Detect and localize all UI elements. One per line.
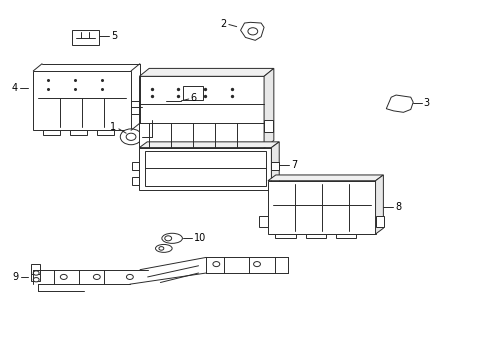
- Bar: [267, 181, 375, 234]
- Circle shape: [212, 262, 219, 267]
- Text: 6: 6: [190, 93, 197, 103]
- Bar: [131, 177, 139, 185]
- Text: 10: 10: [193, 233, 205, 243]
- Bar: [131, 162, 139, 170]
- Circle shape: [33, 278, 39, 282]
- Bar: [375, 216, 384, 227]
- Ellipse shape: [142, 97, 166, 105]
- Text: 9: 9: [12, 272, 19, 282]
- Polygon shape: [139, 68, 273, 76]
- Circle shape: [247, 28, 257, 35]
- Text: 7: 7: [290, 159, 297, 170]
- Text: 4: 4: [11, 82, 18, 93]
- Bar: [259, 216, 267, 227]
- Bar: [31, 271, 40, 281]
- Polygon shape: [240, 22, 264, 40]
- Bar: [139, 148, 271, 190]
- Bar: [335, 234, 356, 238]
- Circle shape: [33, 271, 39, 275]
- Bar: [271, 177, 279, 185]
- Circle shape: [151, 98, 158, 103]
- Text: 2: 2: [220, 19, 226, 29]
- Polygon shape: [139, 142, 279, 148]
- Circle shape: [164, 236, 171, 241]
- Text: 1: 1: [110, 122, 116, 132]
- Circle shape: [120, 129, 142, 145]
- Bar: [97, 130, 114, 135]
- Bar: [33, 71, 131, 130]
- Ellipse shape: [155, 244, 172, 252]
- Polygon shape: [386, 95, 412, 112]
- Bar: [271, 162, 279, 170]
- Circle shape: [126, 133, 136, 140]
- Bar: [275, 234, 295, 238]
- Bar: [183, 86, 202, 100]
- Circle shape: [60, 274, 67, 279]
- Bar: [145, 151, 265, 186]
- Bar: [31, 264, 40, 274]
- Polygon shape: [271, 142, 279, 190]
- Polygon shape: [375, 175, 383, 234]
- Bar: [305, 234, 325, 238]
- Ellipse shape: [162, 233, 182, 243]
- Bar: [70, 130, 87, 135]
- Circle shape: [126, 274, 133, 279]
- Polygon shape: [264, 68, 273, 148]
- Bar: [43, 130, 60, 135]
- Bar: [131, 100, 142, 114]
- Bar: [139, 76, 264, 148]
- Circle shape: [159, 247, 163, 250]
- Bar: [72, 30, 99, 45]
- Bar: [264, 120, 272, 132]
- Text: 5: 5: [111, 31, 117, 41]
- Text: 8: 8: [394, 202, 401, 212]
- Polygon shape: [267, 175, 383, 181]
- Text: 3: 3: [423, 98, 429, 108]
- Circle shape: [253, 262, 260, 267]
- Circle shape: [93, 274, 100, 279]
